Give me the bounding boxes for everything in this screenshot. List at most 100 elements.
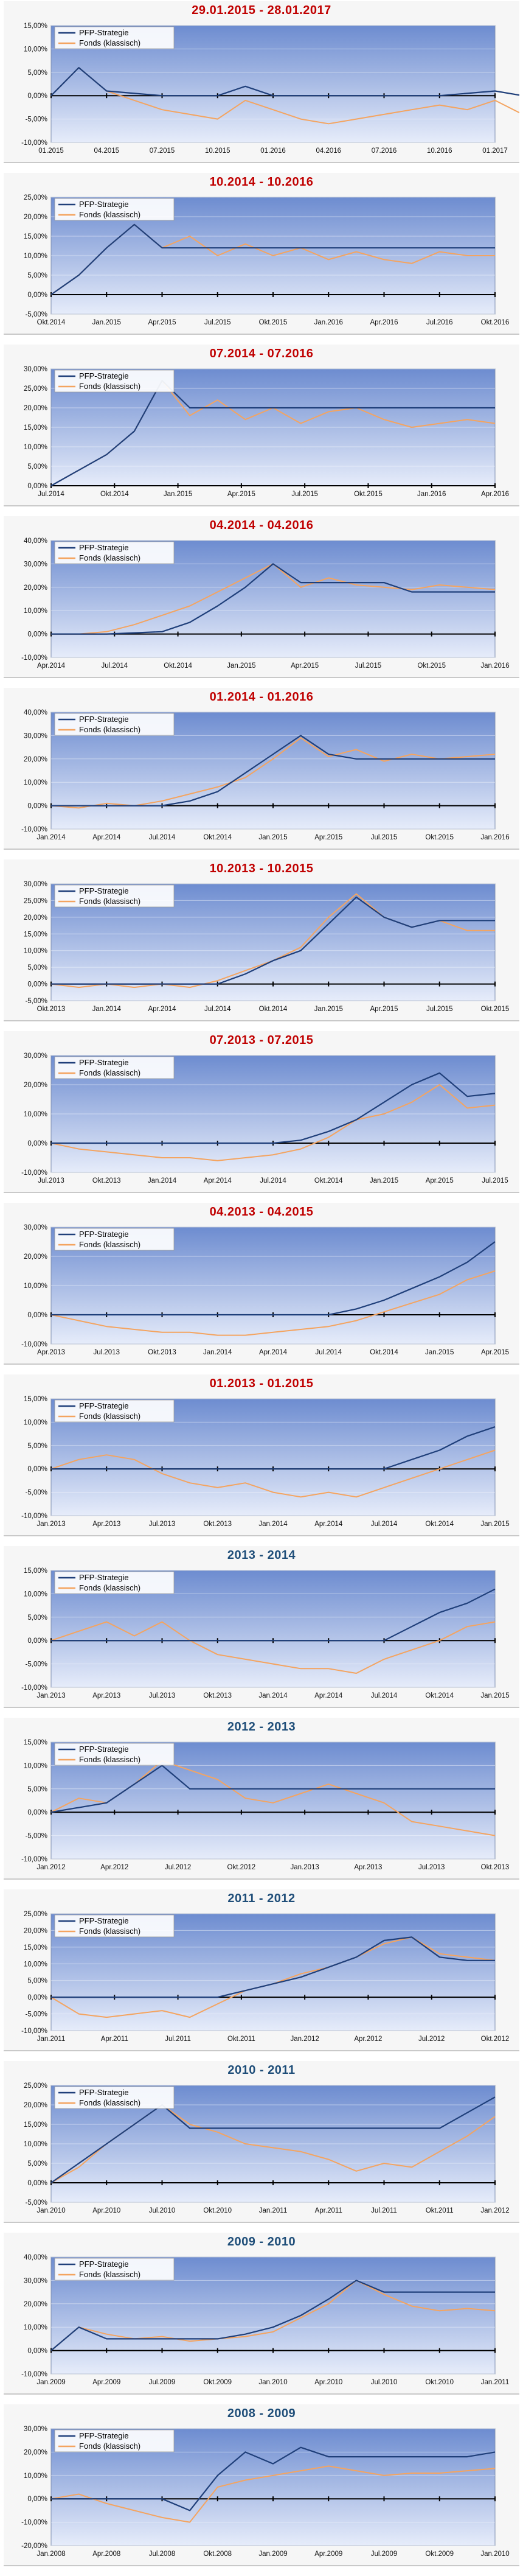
legend-label: Fonds (klassisch) xyxy=(79,1068,140,1077)
x-tick-label: Jan.2013 xyxy=(290,1864,319,1871)
y-tick-label: 5,00% xyxy=(27,1614,47,1622)
x-tick-label: Jan.2010 xyxy=(258,2379,287,2386)
x-tick-label: Okt.2013 xyxy=(37,1006,66,1013)
chart-title: 2012 - 2013 xyxy=(227,1720,296,1734)
y-tick-label: 15,00% xyxy=(24,1396,47,1403)
chart-title: 10.2014 - 10.2016 xyxy=(209,175,314,189)
x-tick-label: Jul.2012 xyxy=(418,2035,445,2043)
y-tick-label: 25,00% xyxy=(24,1911,47,1918)
y-tick-label: 20,00% xyxy=(24,756,47,763)
x-tick-label: Okt.2014 xyxy=(370,1349,398,1356)
x-tick-label: Jul.2014 xyxy=(204,1006,231,1013)
x-tick-label: Jan.2015 xyxy=(425,1349,454,1356)
x-tick-label: Apr.2011 xyxy=(101,2035,128,2043)
x-tick-label: Okt.2012 xyxy=(481,2035,510,2043)
chart-title: 2009 - 2010 xyxy=(227,2235,296,2249)
x-tick-label: Okt.2015 xyxy=(481,1006,510,1013)
y-tick-label: 0,00% xyxy=(27,483,47,490)
y-tick-label: -10,00% xyxy=(21,1169,47,1177)
x-tick-label: Jan.2010 xyxy=(36,2207,65,2214)
x-tick-label: Apr.2014 xyxy=(148,1006,176,1013)
x-tick-label: Apr.2010 xyxy=(92,2207,120,2214)
y-tick-label: 0,00% xyxy=(27,1312,47,1319)
y-tick-label: -10,00% xyxy=(21,2371,47,2378)
line-chart: -10,00% -5,00% 0,00% 5,00% 10,00% 15,00% Jan.2… xyxy=(21,1739,509,1871)
y-tick-label: 5,00% xyxy=(27,69,47,77)
y-tick-label: -10,00% xyxy=(21,654,47,662)
line-chart: -5,00% 0,00% 5,00% 10,00% 15,00% 20,00% 25,00%… xyxy=(24,194,509,326)
x-tick-label: Okt.2014 xyxy=(203,834,232,841)
x-tick-label: Okt.2013 xyxy=(148,1349,176,1356)
x-tick-label: Jan.2013 xyxy=(36,1521,65,1528)
x-tick-label: Apr.2008 xyxy=(92,2550,120,2558)
legend-box xyxy=(54,541,175,564)
x-tick-label: Okt.2014 xyxy=(259,1006,288,1013)
y-tick-label: 10,00% xyxy=(24,444,47,451)
x-tick-label: Jan.2012 xyxy=(290,2035,319,2043)
line-chart: -20,00% -10,00% 0,00% 10,00% 20,00% 30,00% Jan… xyxy=(21,2426,510,2558)
series-line-fonds xyxy=(50,1084,496,1161)
y-tick-label: 10,00% xyxy=(24,46,47,53)
x-tick-label: Apr.2015 xyxy=(314,834,342,841)
x-tick-label: Apr.2015 xyxy=(148,319,176,326)
series-line-pfp xyxy=(50,66,519,97)
x-tick-label: Jul.2013 xyxy=(94,1349,120,1356)
legend-label: PFP-Strategie xyxy=(79,1745,129,1754)
line-chart: -5,00% 0,00% 5,00% 10,00% 15,00% 20,00% 25,00%… xyxy=(24,881,510,1013)
x-tick-label: Jul.2013 xyxy=(38,1177,64,1185)
series-line-pfp xyxy=(50,2280,495,2351)
x-tick-label: Jul.2013 xyxy=(149,1692,175,1699)
chart-panel: 29.01.2015 - 28.01.2017 -10,00% -5,00% 0,00… xyxy=(4,1,519,163)
x-tick-label: Okt.2014 xyxy=(314,1177,343,1185)
legend-label: Fonds (klassisch) xyxy=(79,2441,140,2451)
chart-panel: 2009 - 2010 -10,00% 0,00% 10,00% 20,00% 30,00… xyxy=(4,2233,519,2395)
y-tick-label: 20,00% xyxy=(24,1253,47,1261)
y-tick-label: 20,00% xyxy=(24,2449,47,2456)
y-tick-label: 0,00% xyxy=(27,1637,47,1645)
x-tick-label: Jan.2015 xyxy=(227,662,255,670)
x-tick-label: Apr.2015 xyxy=(426,1177,454,1185)
y-tick-label: 10,00% xyxy=(24,2473,47,2480)
x-tick-label: Okt.2014 xyxy=(37,319,66,326)
chart-panel: 2011 - 2012 -10,00% -5,00% 0,00% 5,00% 10,00%… xyxy=(4,1889,519,2051)
series-line-pfp xyxy=(51,563,495,635)
y-tick-label: 5,00% xyxy=(27,1786,47,1793)
x-tick-label: Jan.2015 xyxy=(92,319,121,326)
x-tick-label: Jan.2014 xyxy=(203,1349,232,1356)
x-tick-label: Okt.2012 xyxy=(227,1864,256,1871)
y-tick-label: 15,00% xyxy=(24,424,47,432)
x-tick-label: Okt.2013 xyxy=(92,1177,121,1185)
x-tick-label: Okt.2014 xyxy=(100,491,129,498)
line-chart: -10,00% -5,00% 0,00% 5,00% 10,00% 15,00% 20,00… xyxy=(21,1911,510,2043)
y-tick-label: 30,00% xyxy=(24,2277,47,2284)
y-tick-label: 10,00% xyxy=(24,2141,47,2148)
y-tick-label: 0,00% xyxy=(27,981,47,989)
x-tick-label: Jul.2014 xyxy=(316,1349,342,1356)
legend-box xyxy=(54,369,175,393)
x-tick-label: Jul.2014 xyxy=(149,834,176,841)
y-tick-label: -10,00% xyxy=(21,1684,47,1692)
x-tick-label: Jan.2010 xyxy=(480,2550,509,2558)
y-tick-label: 15,00% xyxy=(24,233,47,240)
chart-panel: 2010 - 2011 -5,00% 0,00% 5,00% 10,00% 15,00% 2… xyxy=(4,2061,519,2223)
chart-title: 01.2014 - 01.2016 xyxy=(209,690,314,704)
y-tick-label: 30,00% xyxy=(24,1224,47,1231)
legend-box xyxy=(54,2429,175,2452)
legend-label: PFP-Strategie xyxy=(79,1058,129,1067)
y-tick-label: -10,00% xyxy=(21,1513,47,1520)
legend-label: Fonds (klassisch) xyxy=(79,2098,140,2107)
x-tick-label: Jul.2015 xyxy=(482,1177,508,1185)
x-tick-label: Apr.2009 xyxy=(92,2379,120,2386)
x-tick-label: Apr.2013 xyxy=(354,1864,382,1871)
x-tick-label: Jan.2009 xyxy=(258,2550,287,2558)
x-tick-label: Apr.2014 xyxy=(314,1521,343,1528)
y-tick-label: 0,00% xyxy=(27,2180,47,2187)
x-tick-label: Jan.2015 xyxy=(480,1692,509,1699)
y-tick-label: 20,00% xyxy=(24,405,47,412)
chart-title: 2008 - 2009 xyxy=(227,2407,296,2420)
